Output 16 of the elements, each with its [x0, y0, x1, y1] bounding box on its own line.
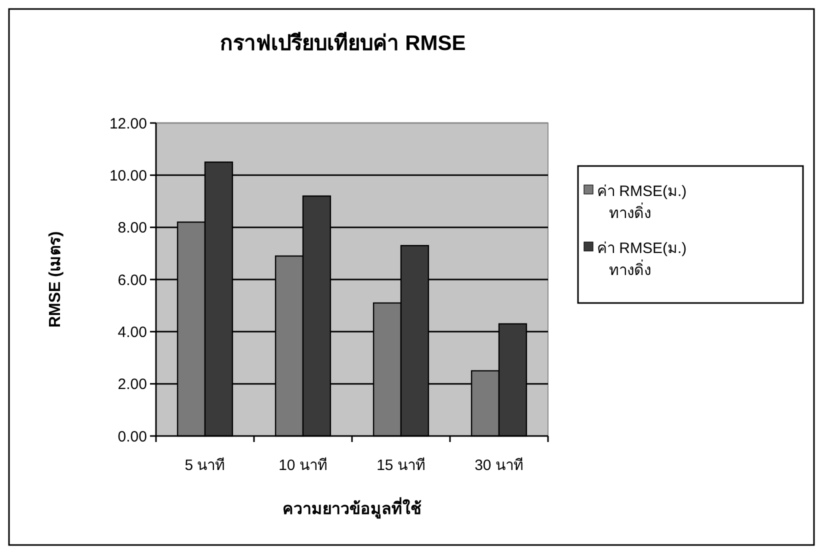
- y-tick-label: 0.00: [118, 428, 147, 446]
- x-tick-label: 5 นาที: [184, 457, 226, 474]
- chart-title: กราฟเปรียบเทียบค่า RMSE: [220, 31, 466, 55]
- y-tick-label: 10.00: [109, 167, 147, 184]
- y-axis-title: RMSE (เมตร): [47, 231, 64, 328]
- y-tick-label: 8.00: [118, 220, 147, 237]
- x-tick-label: 15 นาที: [376, 457, 426, 474]
- x-tick-label: 10 นาที: [278, 457, 328, 474]
- legend-label: ค่า RMSE(ม.) ทางดิ่ง: [597, 240, 687, 279]
- y-tick-label: 6.00: [118, 272, 147, 289]
- legend-label: ค่า RMSE(ม.) ทางดิ่ง: [597, 183, 687, 222]
- x-tick-label: 30 นาที: [474, 457, 524, 474]
- y-tick-label: 12.00: [109, 115, 147, 132]
- y-tick-label: 4.00: [118, 324, 147, 341]
- x-axis-title: ความยาวข้อมูลที่ใช้: [282, 497, 422, 520]
- y-tick-label: 2.00: [118, 376, 147, 394]
